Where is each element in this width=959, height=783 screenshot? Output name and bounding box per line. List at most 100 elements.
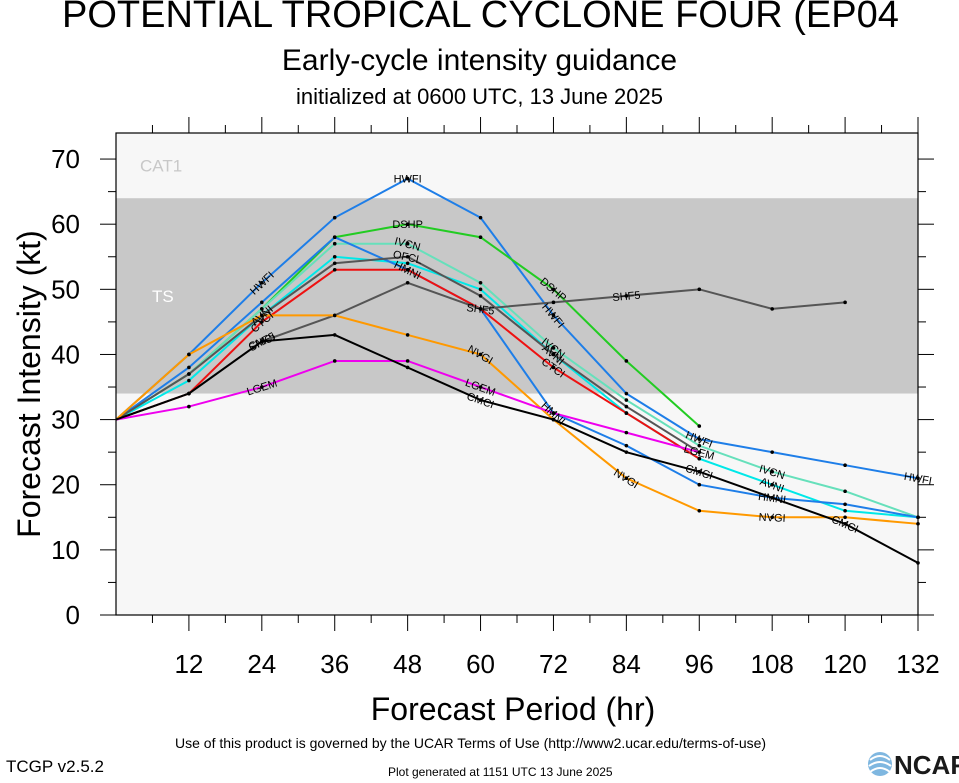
ncar-logo-text: NCAR (894, 750, 959, 780)
data-point-ivcn (551, 346, 556, 350)
data-point-ivcn (697, 443, 702, 448)
data-point-cmci (624, 450, 629, 454)
chart-title: POTENTIAL TROPICAL CYCLONE FOUR (EP04 (62, 0, 899, 36)
data-point-hmni (697, 482, 702, 487)
data-point-ctci (332, 267, 337, 272)
data-point-dshp (551, 287, 556, 292)
data-point-dshp (478, 235, 483, 240)
series-label-dshp: DSHP (392, 219, 423, 231)
data-point-hmni (332, 235, 337, 240)
data-point-lgem (478, 385, 483, 389)
x-tick-label: 36 (320, 649, 349, 679)
data-point-hwfi (624, 391, 629, 396)
data-point-ivcn (770, 469, 774, 474)
data-point-cmci (843, 522, 847, 526)
data-point-avni (770, 482, 774, 487)
y-tick-label: 40 (51, 339, 80, 369)
series-label-nvgi: NVGI (758, 512, 785, 525)
init-time: initialized at 0600 UTC, 13 June 2025 (296, 84, 663, 109)
data-point-nvgi (770, 515, 774, 520)
data-point-shf5 (843, 300, 847, 305)
band-ts (116, 198, 918, 394)
data-point-ofcl (478, 294, 483, 298)
data-point-shf5 (478, 307, 483, 311)
generated-time: Plot generated at 1151 UTC 13 June 2025 (388, 765, 613, 779)
series-label-shf5: SHF5 (612, 290, 641, 304)
data-point-lgem (697, 450, 702, 454)
data-point-lgem (551, 411, 556, 415)
data-point-cmci (478, 398, 483, 402)
x-tick-label: 132 (896, 649, 939, 679)
series-line-hwfi (115, 177, 919, 480)
series-line-hmni (115, 236, 919, 519)
y-tick-label: 20 (51, 470, 80, 500)
y-tick-label: 10 (51, 535, 80, 565)
data-point-ofcl (187, 372, 191, 376)
data-point-nvgi (405, 333, 410, 337)
data-point-cmci (187, 391, 191, 396)
data-point-avni (405, 261, 410, 266)
data-point-hwfi (332, 215, 337, 220)
data-point-shf5 (551, 300, 556, 305)
x-tick-label: 72 (539, 649, 568, 679)
data-point-ctci (405, 267, 410, 272)
data-point-ofcl (332, 261, 337, 266)
data-point-nvgi (843, 515, 847, 520)
data-point-lgem (260, 385, 264, 389)
ncar-logo (866, 748, 959, 780)
series-line-ivcn (115, 242, 919, 519)
data-point-ctci (260, 320, 264, 324)
data-point-shf5 (697, 287, 702, 292)
data-point-shf5 (405, 281, 410, 285)
data-point-shf5 (624, 294, 629, 298)
x-tick-label: 12 (174, 649, 203, 679)
data-point-nvgi (624, 476, 629, 481)
data-point-ivcn (260, 307, 264, 311)
y-tick-label: 0 (66, 600, 80, 630)
data-point-shf5 (770, 307, 774, 311)
data-point-cmci (405, 365, 410, 370)
data-point-hwfi (770, 450, 774, 454)
data-point-cmci (551, 417, 556, 422)
data-point-ctci (551, 365, 556, 370)
series-label-hwfi: HWFI (903, 471, 933, 488)
band-label-cat1: CAT1 (140, 157, 182, 176)
data-point-lgem (624, 430, 629, 435)
band-cat1 (116, 133, 918, 199)
data-point-avni (843, 508, 847, 513)
data-point-hwfi (697, 437, 702, 441)
data-point-cmci (332, 333, 337, 337)
series-label-hwfi: HWFI (394, 174, 422, 186)
data-point-avni (187, 378, 191, 383)
data-point-hmni (843, 502, 847, 507)
data-point-hwfi (551, 313, 556, 318)
data-point-lgem (405, 359, 410, 363)
terms-notice: Use of this product is governed by the U… (175, 735, 767, 751)
data-point-ivcn (624, 398, 629, 402)
band-label-ts: TS (152, 287, 174, 306)
data-point-hmni (187, 365, 191, 370)
x-tick-label: 108 (750, 649, 793, 679)
data-point-ctci (624, 411, 629, 415)
data-point-nvgi (697, 508, 702, 513)
series-line-cmci (115, 333, 919, 564)
data-point-hwfi (405, 176, 410, 181)
data-point-avni (478, 287, 483, 292)
series-line-nvgi (115, 314, 919, 525)
x-axis-label: Forecast Period (hr) (371, 691, 656, 727)
x-tick-label: 96 (685, 649, 714, 679)
series-label-shf5: SHF5 (466, 302, 495, 318)
data-point-ivcn (405, 241, 410, 246)
data-point-nvgi (332, 313, 337, 318)
data-point-cmci (260, 339, 264, 344)
data-point-dshp (624, 359, 629, 363)
version-label: TCGP v2.5.2 (6, 757, 104, 776)
x-tick-label: 24 (247, 649, 276, 679)
x-tick-label: 84 (612, 649, 641, 679)
data-point-cmci (697, 469, 702, 474)
ncar-globe-icon (868, 752, 892, 776)
data-point-hwfi (478, 215, 483, 220)
data-point-hmni (260, 300, 264, 305)
data-point-lgem (332, 359, 337, 363)
y-tick-label: 60 (51, 209, 80, 239)
